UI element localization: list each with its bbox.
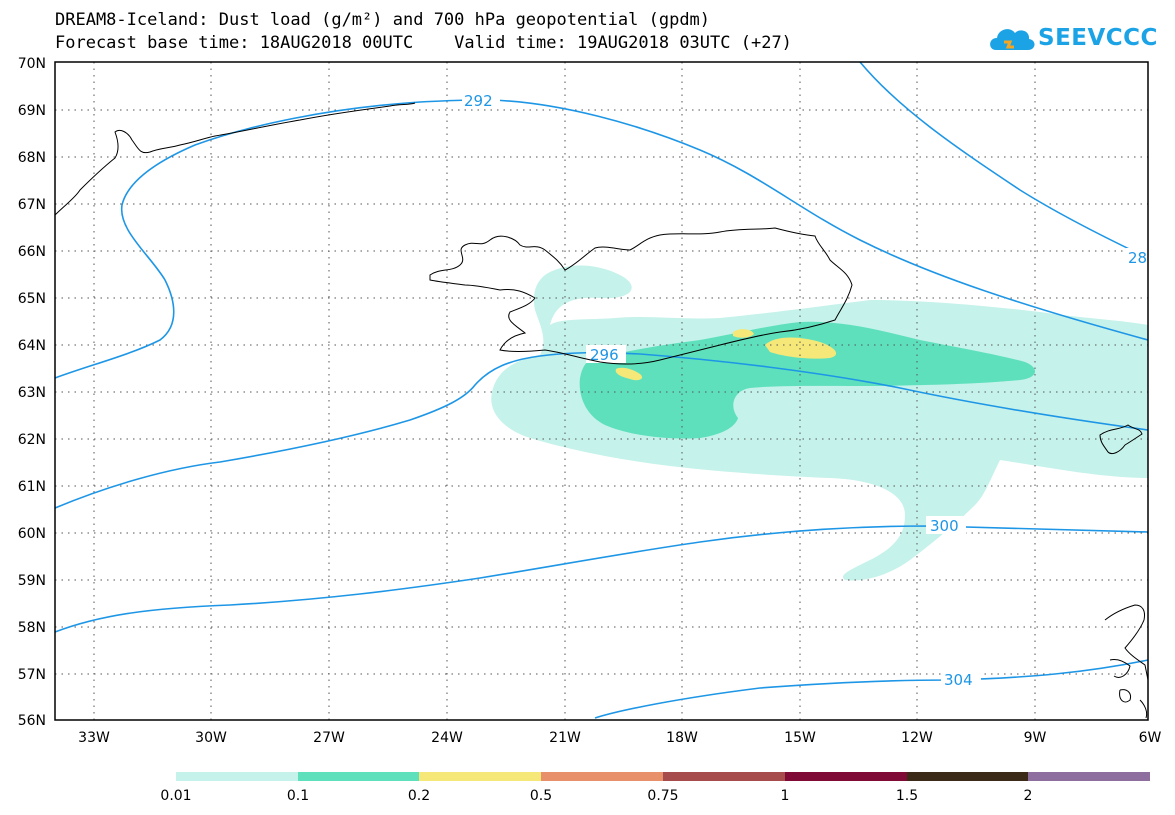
map-frame — [54, 61, 1149, 721]
dust-field-light — [491, 265, 1148, 581]
iceland-coastline — [429, 227, 853, 365]
colorbar-label: 0.1 — [287, 788, 309, 804]
lat-label: 61N — [18, 479, 46, 495]
colorbar-label: 0.5 — [530, 788, 552, 804]
lon-label: 24W — [431, 730, 463, 746]
colorbar-label: 2 — [1024, 788, 1033, 804]
greenland-coastline — [54, 102, 416, 216]
coastlines — [54, 102, 1149, 719]
colorbar-swatch — [298, 772, 419, 781]
lat-label: 63N — [18, 385, 46, 401]
contour-label-288: 28 — [1128, 249, 1147, 267]
lon-label: 12W — [901, 730, 933, 746]
scotland-coastline — [1104, 604, 1149, 719]
geopotential-contours — [54, 61, 1149, 719]
lat-label: 67N — [18, 197, 46, 213]
colorbar-swatch — [1028, 772, 1150, 781]
longitude-labels: 33W 30W 27W 24W 21W 18W 15W 12W 9W 6W — [78, 730, 1161, 746]
lon-label: 21W — [549, 730, 581, 746]
lat-label: 57N — [18, 667, 46, 683]
contour-304 — [594, 659, 1149, 719]
lat-label: 65N — [18, 291, 46, 307]
lat-label: 56N — [18, 713, 46, 729]
map-subtitle: Forecast base time: 18AUG2018 00UTC Vali… — [55, 33, 792, 53]
lon-label: 6W — [1139, 730, 1162, 746]
lon-label: 27W — [313, 730, 345, 746]
contour-label-292: 292 — [464, 92, 493, 110]
lat-label: 68N — [18, 150, 46, 166]
lat-label: 58N — [18, 620, 46, 636]
colorbar-swatch — [419, 772, 541, 781]
colorbar-swatch — [907, 772, 1028, 781]
dust-field-medium — [579, 321, 1036, 439]
dust-field-high — [615, 329, 837, 381]
lat-label: 66N — [18, 244, 46, 260]
contour-292 — [54, 99, 1149, 379]
latitude-labels: 70N 69N 68N 67N 66N 65N 64N 63N 62N 61N … — [18, 56, 46, 729]
lat-label: 60N — [18, 526, 46, 542]
lon-label: 18W — [666, 730, 698, 746]
colorbar-swatch — [176, 772, 298, 781]
lat-label: 59N — [18, 573, 46, 589]
colorbar-label: 0.75 — [647, 788, 678, 804]
lon-label: 15W — [784, 730, 816, 746]
colorbar-swatch — [663, 772, 785, 781]
cloud-icon — [990, 29, 1035, 50]
colorbar-label: 1.5 — [896, 788, 918, 804]
contour-label-304: 304 — [944, 671, 973, 689]
lat-label: 69N — [18, 103, 46, 119]
lat-label: 62N — [18, 432, 46, 448]
contour-label-296: 296 — [590, 346, 619, 364]
lon-label: 30W — [195, 730, 227, 746]
lat-label: 70N — [18, 56, 46, 72]
map-title: DREAM8-Iceland: Dust load (g/m²) and 700… — [55, 10, 711, 30]
seevccc-logo: SEEVCCC — [988, 20, 1157, 60]
lon-label: 9W — [1024, 730, 1047, 746]
colorbar: 0.01 0.1 0.2 0.5 0.75 1 1.5 2 — [160, 772, 1150, 804]
colorbar-swatch — [785, 772, 907, 781]
contour-label-300: 300 — [930, 517, 959, 535]
contour-296 — [54, 351, 1149, 509]
colorbar-swatch — [541, 772, 663, 781]
contour-labels: 292 296 300 304 28 — [462, 91, 1150, 689]
contour-288 — [859, 61, 1149, 259]
contour-300 — [54, 525, 1149, 633]
colorbar-label: 1 — [781, 788, 790, 804]
faroe-coastline — [1099, 424, 1143, 455]
lat-label: 64N — [18, 338, 46, 354]
logo-text: SEEVCCC — [1038, 25, 1158, 51]
colorbar-label: 0.01 — [160, 788, 191, 804]
lon-label: 33W — [78, 730, 110, 746]
colorbar-label: 0.2 — [408, 788, 430, 804]
